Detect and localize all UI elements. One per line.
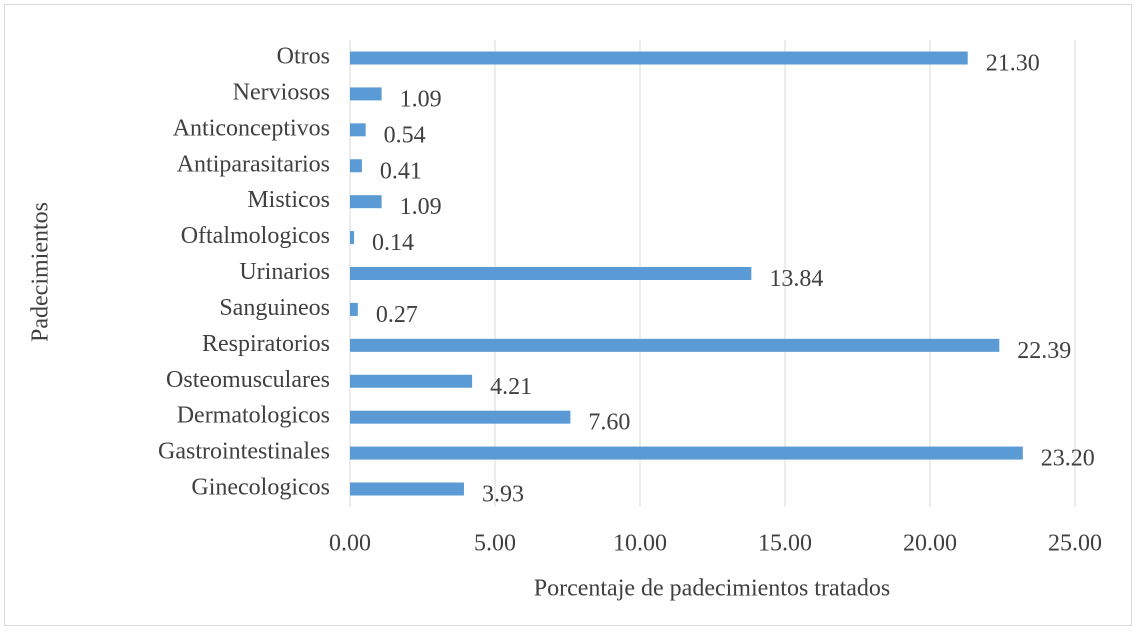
y-tick-label: Gastrointestinales	[158, 439, 330, 465]
x-axis-title: Porcentaje de padecimientos tratados	[534, 576, 891, 602]
bar	[350, 446, 1023, 460]
value-label: 7.60	[588, 410, 630, 436]
value-label: 0.41	[380, 158, 422, 184]
y-tick-label: Respiratorios	[202, 331, 330, 357]
bar	[350, 302, 358, 316]
bar	[350, 231, 355, 245]
value-label: 23.20	[1041, 446, 1095, 472]
y-tick-label: Ginecologicos	[191, 475, 330, 501]
bar	[350, 123, 366, 137]
y-tick-label: Misticos	[247, 187, 330, 213]
bar	[350, 87, 382, 101]
y-tick-label: Antiparasitarios	[177, 151, 330, 177]
y-tick-label: Oftalmologicos	[181, 223, 330, 249]
x-tick-label: 0.00	[329, 531, 371, 557]
y-axis-title: Padecimientos	[28, 202, 54, 342]
value-label: 22.39	[1017, 338, 1071, 364]
bar	[350, 338, 1000, 352]
value-label: 0.14	[372, 230, 414, 256]
bar	[350, 410, 571, 424]
y-tick-label: Anticonceptivos	[173, 115, 330, 141]
bar	[350, 195, 382, 209]
y-tick-label: Nerviosos	[233, 79, 330, 105]
y-tick-label: Osteomusculares	[166, 367, 330, 393]
bar	[350, 482, 464, 496]
x-tick-label: 25.00	[1048, 531, 1102, 557]
y-tick-label: Sanguineos	[219, 295, 330, 321]
value-label: 13.84	[769, 266, 823, 292]
x-tick-label: 5.00	[474, 531, 516, 557]
x-tick-label: 10.00	[613, 531, 667, 557]
value-label: 1.09	[400, 194, 442, 220]
y-tick-label: Dermatologicos	[177, 403, 330, 429]
value-label: 3.93	[482, 482, 524, 508]
bar	[350, 374, 473, 388]
bar	[350, 267, 752, 280]
y-tick-label: Otros	[277, 44, 330, 70]
chart-frame	[4, 4, 1132, 626]
bar	[350, 159, 362, 173]
x-tick-label: 15.00	[758, 531, 812, 557]
value-label: 0.27	[376, 302, 418, 328]
value-label: 0.54	[384, 122, 426, 148]
x-tick-label: 20.00	[903, 531, 957, 557]
value-label: 1.09	[400, 86, 442, 112]
bar	[350, 51, 968, 65]
value-label: 4.21	[490, 374, 532, 400]
value-label: 21.30	[986, 51, 1040, 77]
y-tick-label: Urinarios	[239, 259, 330, 285]
